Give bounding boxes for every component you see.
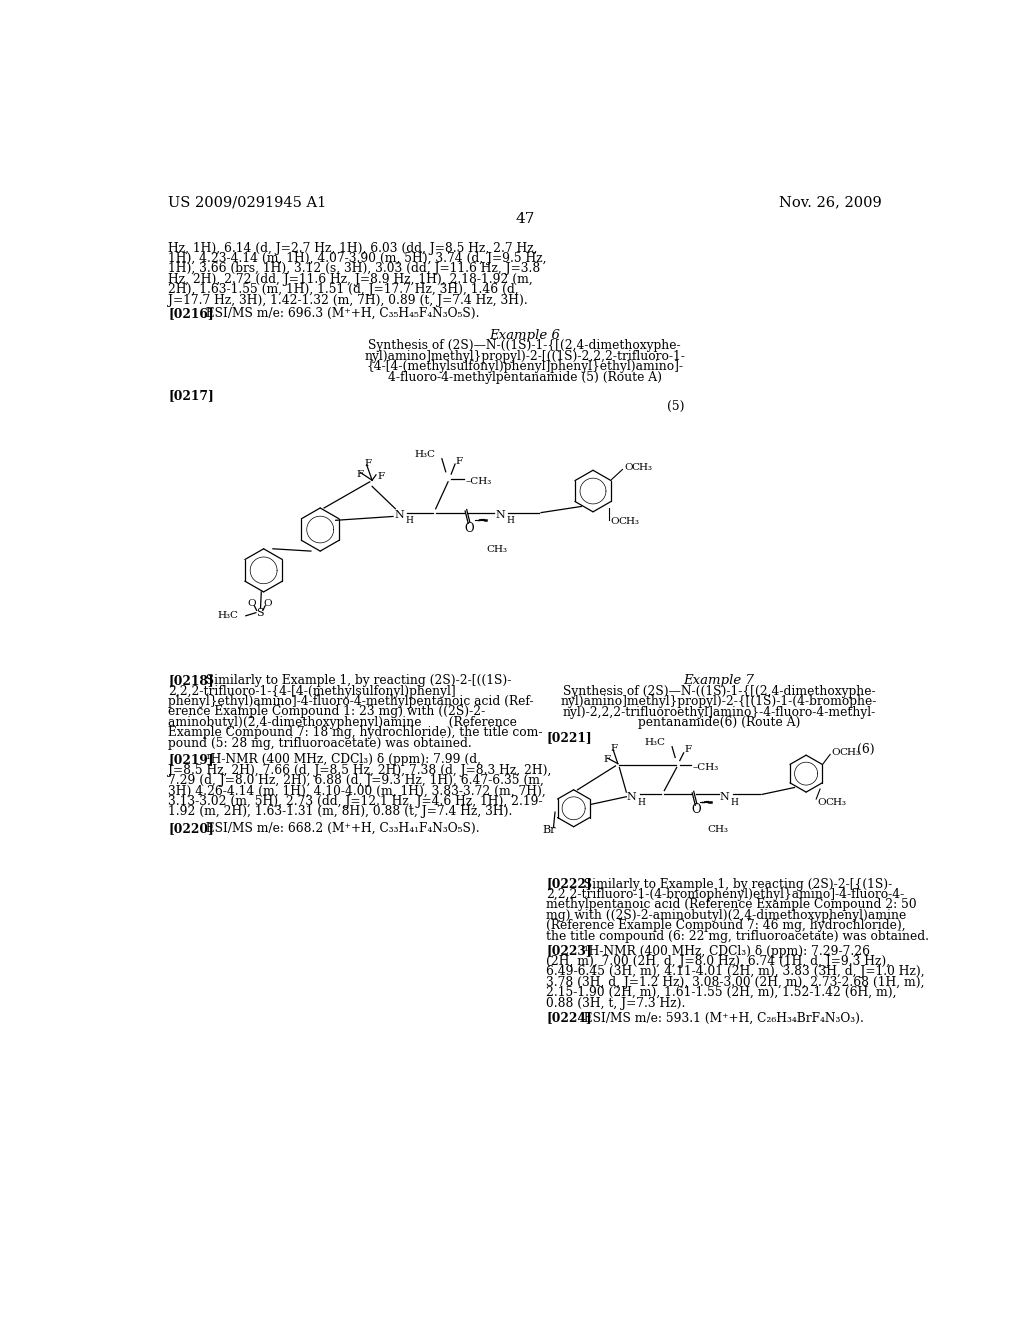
Text: ESI/MS m/e: 696.3 (M⁺+H, C₃₅H₄₅F₄N₃O₅S).: ESI/MS m/e: 696.3 (M⁺+H, C₃₅H₄₅F₄N₃O₅S). <box>198 308 479 319</box>
Text: Synthesis of (2S)—N-((1S)-1-{[(2,4-dimethoxyphe-: Synthesis of (2S)—N-((1S)-1-{[(2,4-dimet… <box>562 685 876 698</box>
Text: Example Compound 7: 18 mg, hydrochloride), the title com-: Example Compound 7: 18 mg, hydrochloride… <box>168 726 543 739</box>
Text: ¹H-NMR (400 MHz, CDCl₃) δ (ppm): 7.29-7.26: ¹H-NMR (400 MHz, CDCl₃) δ (ppm): 7.29-7.… <box>575 945 870 957</box>
Text: F: F <box>456 457 463 466</box>
Text: the title compound (6: 22 mg, trifluoroacetate) was obtained.: the title compound (6: 22 mg, trifluoroa… <box>547 929 930 942</box>
Text: {4-[4-(methylsulfonyl)phenyl]phenyl}ethyl)amino]-: {4-[4-(methylsulfonyl)phenyl]phenyl}ethy… <box>367 360 683 374</box>
Text: –CH₃: –CH₃ <box>692 763 719 772</box>
Text: F: F <box>378 473 385 480</box>
Text: methylpentanoic acid (Reference Example Compound 2: 50: methylpentanoic acid (Reference Example … <box>547 899 918 911</box>
Text: 2.15-1.90 (2H, m), 1.61-1.55 (2H, m), 1.52-1.42 (6H, m),: 2.15-1.90 (2H, m), 1.61-1.55 (2H, m), 1.… <box>547 986 897 999</box>
Text: CH₃: CH₃ <box>840 747 860 756</box>
Text: pound (5: 28 mg, trifluoroacetate) was obtained.: pound (5: 28 mg, trifluoroacetate) was o… <box>168 737 472 750</box>
Text: F: F <box>365 459 372 467</box>
Text: H: H <box>406 516 414 525</box>
Text: H: H <box>638 797 646 807</box>
Text: F: F <box>356 470 364 479</box>
Text: 4-fluoro-4-methylpentanamide (5) (Route A): 4-fluoro-4-methylpentanamide (5) (Route … <box>388 371 662 384</box>
Text: H₃C: H₃C <box>645 738 666 747</box>
Text: J=17.7 Hz, 3H), 1.42-1.32 (m, 7H), 0.89 (t, J=7.4 Hz, 3H).: J=17.7 Hz, 3H), 1.42-1.32 (m, 7H), 0.89 … <box>168 293 528 306</box>
Text: [0219]: [0219] <box>168 754 214 766</box>
Text: J=8.5 Hz, 2H), 7.66 (d, J=8.5 Hz, 2H), 7.38 (d, J=8.3 Hz, 2H),: J=8.5 Hz, 2H), 7.66 (d, J=8.5 Hz, 2H), 7… <box>168 763 552 776</box>
Text: (6): (6) <box>856 743 874 756</box>
Text: Hz, 2H), 2.72 (dd, J=11.6 Hz, J=8.9 Hz, 1H), 2.18-1.92 (m,: Hz, 2H), 2.72 (dd, J=11.6 Hz, J=8.9 Hz, … <box>168 273 534 285</box>
Text: [0220]: [0220] <box>168 822 214 834</box>
Text: 3H) 4.26-4.14 (m, 1H), 4.10-4.00 (m, 1H), 3.83-3.72 (m, 7H),: 3H) 4.26-4.14 (m, 1H), 4.10-4.00 (m, 1H)… <box>168 784 546 797</box>
Text: ¹H-NMR (400 MHz, CDCl₃) δ (ppm): 7.99 (d,: ¹H-NMR (400 MHz, CDCl₃) δ (ppm): 7.99 (d… <box>198 754 480 766</box>
Text: 3.78 (3H, d, J=1.2 Hz), 3.08-3.00 (2H, m), 2.73-2.68 (1H, m),: 3.78 (3H, d, J=1.2 Hz), 3.08-3.00 (2H, m… <box>547 975 925 989</box>
Text: 2,2,2-trifluoro-1-(4-bromophenyl)ethyl}amino]-4-fluoro-4-: 2,2,2-trifluoro-1-(4-bromophenyl)ethyl}a… <box>547 888 905 902</box>
Text: ESI/MS m/e: 668.2 (M⁺+H, C₃₃H₄₁F₄N₃O₅S).: ESI/MS m/e: 668.2 (M⁺+H, C₃₃H₄₁F₄N₃O₅S). <box>198 822 479 834</box>
Text: ESI/MS m/e: 593.1 (M⁺+H, C₂₆H₃₄BrF₄N₃O₃).: ESI/MS m/e: 593.1 (M⁺+H, C₂₆H₃₄BrF₄N₃O₃)… <box>575 1011 864 1024</box>
Text: CH₃: CH₃ <box>486 545 507 554</box>
Text: CH₃: CH₃ <box>708 825 729 834</box>
Text: 2,2,2-trifluoro-1-{4-[4-(methylsulfonyl)phenyl]: 2,2,2-trifluoro-1-{4-[4-(methylsulfonyl)… <box>168 685 456 698</box>
Text: 47: 47 <box>515 213 535 226</box>
Text: N: N <box>394 510 404 520</box>
Text: O: O <box>464 521 474 535</box>
Text: N: N <box>496 510 505 520</box>
Text: [0222]: [0222] <box>547 878 592 891</box>
Text: nyl)amino]methyl}propyl)-2-{[(1S)-1-(4-bromophe-: nyl)amino]methyl}propyl)-2-{[(1S)-1-(4-b… <box>561 696 878 709</box>
Text: Similarly to Example 1, by reacting (2S)-2-[((1S)-: Similarly to Example 1, by reacting (2S)… <box>198 675 511 688</box>
Text: nyl)-2,2,2-trifluoroethyl]amino}-4-fluoro-4-methyl-: nyl)-2,2,2-trifluoroethyl]amino}-4-fluor… <box>562 706 876 719</box>
Text: S: S <box>256 607 263 618</box>
Text: F: F <box>603 755 610 764</box>
Text: Example 6: Example 6 <box>489 329 560 342</box>
Text: (2H, m), 7.00 (2H, d, J=8.0 Hz), 6.74 (1H, d, J=9.3 Hz),: (2H, m), 7.00 (2H, d, J=8.0 Hz), 6.74 (1… <box>547 954 891 968</box>
Text: [0224]: [0224] <box>547 1011 592 1024</box>
Text: O: O <box>263 599 271 609</box>
Text: O: O <box>691 804 700 816</box>
Text: O: O <box>624 463 633 473</box>
Text: H: H <box>731 797 739 807</box>
Text: phenyl}ethyl)amino]-4-fluoro-4-methylpentanoic acid (Ref-: phenyl}ethyl)amino]-4-fluoro-4-methylpen… <box>168 696 534 708</box>
Text: 1.92 (m, 2H), 1.63-1.31 (m, 8H), 0.88 (t, J=7.4 Hz, 3H).: 1.92 (m, 2H), 1.63-1.31 (m, 8H), 0.88 (t… <box>168 805 513 818</box>
Text: 7.29 (d, J=8.0 Hz, 2H), 6.88 (d, J=9.3 Hz, 1H), 6.47-6.35 (m,: 7.29 (d, J=8.0 Hz, 2H), 6.88 (d, J=9.3 H… <box>168 774 544 787</box>
Text: mg) with ((2S)-2-aminobutyl)(2,4-dimethoxyphenyl)amine: mg) with ((2S)-2-aminobutyl)(2,4-dimetho… <box>547 908 906 921</box>
Text: N: N <box>627 792 637 801</box>
Text: CH₃: CH₃ <box>618 517 640 527</box>
Text: Nov. 26, 2009: Nov. 26, 2009 <box>778 195 882 210</box>
Text: O: O <box>248 599 256 609</box>
Text: Hz, 1H), 6.14 (d, J=2.7 Hz, 1H), 6.03 (dd, J=8.5 Hz, 2.7 Hz,: Hz, 1H), 6.14 (d, J=2.7 Hz, 1H), 6.03 (d… <box>168 242 538 255</box>
Text: 1H), 4.23-4.14 (m, 1H), 4.07-3.90 (m, 5H), 3.74 (d, J=9.5 Hz,: 1H), 4.23-4.14 (m, 1H), 4.07-3.90 (m, 5H… <box>168 252 547 265</box>
Text: [0223]: [0223] <box>547 945 592 957</box>
Text: Similarly to Example 1, by reacting (2S)-2-[{(1S)-: Similarly to Example 1, by reacting (2S)… <box>575 878 892 891</box>
Text: H: H <box>506 516 514 525</box>
Text: [0218]: [0218] <box>168 675 214 688</box>
Text: O: O <box>831 747 841 756</box>
Text: O: O <box>610 517 618 527</box>
Text: (5): (5) <box>667 400 684 413</box>
Text: N: N <box>720 792 730 801</box>
Text: F: F <box>684 746 691 754</box>
Text: [0216]: [0216] <box>168 308 214 319</box>
Text: erence Example Compound 1: 23 mg) with ((2S)-2-: erence Example Compound 1: 23 mg) with (… <box>168 705 485 718</box>
Text: 3.13-3.02 (m, 5H), 2.73 (dd, J=12.1 Hz, J=4.6 Hz, 1H), 2.19-: 3.13-3.02 (m, 5H), 2.73 (dd, J=12.1 Hz, … <box>168 795 543 808</box>
Text: H₃C: H₃C <box>217 611 238 620</box>
Text: Synthesis of (2S)—N-((1S)-1-{[(2,4-dimethoxyphe-: Synthesis of (2S)—N-((1S)-1-{[(2,4-dimet… <box>369 339 681 352</box>
Text: Br: Br <box>543 825 556 834</box>
Text: [0217]: [0217] <box>168 388 214 401</box>
Text: [0221]: [0221] <box>547 731 592 744</box>
Text: CH₃: CH₃ <box>825 797 847 807</box>
Text: nyl)amino]methyl}propyl)-2-[((1S)-2,2,2-trifluoro-1-: nyl)amino]methyl}propyl)-2-[((1S)-2,2,2-… <box>365 350 685 363</box>
Text: 6.49-6.45 (3H, m), 4.11-4.01 (2H, m), 3.83 (3H, d, J=1.0 Hz),: 6.49-6.45 (3H, m), 4.11-4.01 (2H, m), 3.… <box>547 965 925 978</box>
Text: Example 7: Example 7 <box>683 675 755 688</box>
Text: aminobutyl)(2,4-dimethoxyphenyl)amine       (Reference: aminobutyl)(2,4-dimethoxyphenyl)amine (R… <box>168 715 517 729</box>
Text: (Reference Example Compound 7: 46 mg, hydrochloride),: (Reference Example Compound 7: 46 mg, hy… <box>547 919 906 932</box>
Text: –CH₃: –CH₃ <box>465 478 492 486</box>
Text: 1H), 3.66 (brs, 1H), 3.12 (s, 3H), 3.03 (dd, J=11.6 Hz, J=3.8: 1H), 3.66 (brs, 1H), 3.12 (s, 3H), 3.03 … <box>168 263 541 276</box>
Text: 0.88 (3H, t, J=7.3 Hz).: 0.88 (3H, t, J=7.3 Hz). <box>547 997 686 1010</box>
Text: pentanamide(6) (Route A): pentanamide(6) (Route A) <box>638 717 800 729</box>
Text: CH₃: CH₃ <box>632 463 652 473</box>
Text: 2H), 1.63-1.55 (m, 1H), 1.51 (d, J=17.7 Hz, 3H), 1.46 (d,: 2H), 1.63-1.55 (m, 1H), 1.51 (d, J=17.7 … <box>168 284 519 296</box>
Text: H₃C: H₃C <box>415 450 435 459</box>
Text: US 2009/0291945 A1: US 2009/0291945 A1 <box>168 195 327 210</box>
Text: F: F <box>611 743 617 752</box>
Text: O: O <box>818 797 826 807</box>
